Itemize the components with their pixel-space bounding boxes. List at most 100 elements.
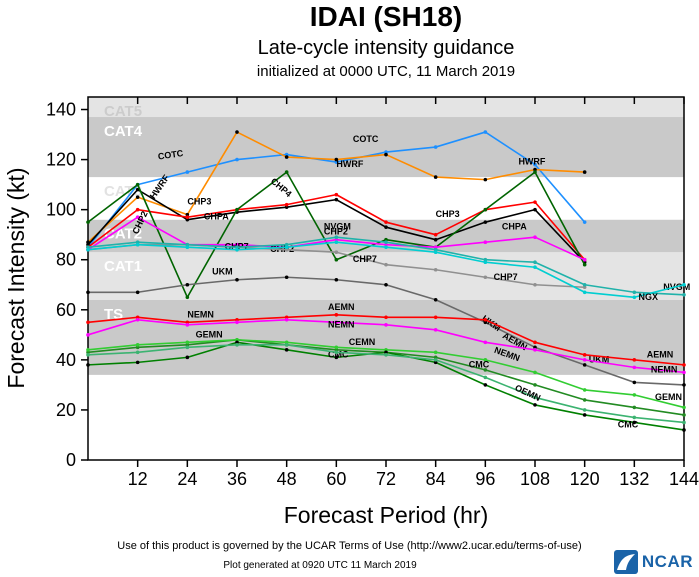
series-marker-NGX <box>582 290 587 295</box>
series-marker-OEMN <box>483 375 488 380</box>
series-marker-CHP7 <box>582 285 587 290</box>
series-marker-OEMN <box>86 353 90 357</box>
series-marker-NGX <box>483 260 488 265</box>
x-tick-label: 36 <box>227 469 247 489</box>
series-marker-NVGM <box>284 242 289 247</box>
series-marker-HWRF <box>384 152 388 157</box>
series-marker-GEMN <box>533 370 537 375</box>
series-marker-CEMN <box>582 398 587 402</box>
y-tick-label: 80 <box>56 250 76 270</box>
series-marker-NVGM <box>433 247 438 252</box>
series-marker-COTC <box>235 157 239 162</box>
series-marker-CHP4 <box>483 207 488 212</box>
series-label-HWRF: HWRF <box>336 159 363 169</box>
series-marker-CHP3 <box>334 197 339 202</box>
series-marker-AEMN <box>334 313 339 317</box>
band-label-CAT4: CAT4 <box>104 123 143 140</box>
series-marker-UKM <box>483 320 488 325</box>
series-marker-OEMN <box>682 420 686 425</box>
series-marker-AEMN <box>235 318 239 322</box>
x-tick-label: 144 <box>669 469 699 489</box>
series-marker-GEMN <box>483 358 488 362</box>
series-marker-CMC <box>235 340 239 345</box>
series-marker-AEMN <box>682 363 686 367</box>
series-marker-UKM <box>582 363 587 367</box>
series-marker-NEMN <box>284 318 289 322</box>
series-marker-HWRF <box>533 167 537 172</box>
series-marker-CMC <box>632 420 637 425</box>
series-marker-CHPA <box>334 192 339 197</box>
y-tick-label: 140 <box>46 100 76 120</box>
series-marker-COTC <box>334 160 339 164</box>
series-marker-CMC <box>483 383 488 387</box>
series-label-CMC: CMC <box>469 359 490 369</box>
series-marker-CHP3 <box>433 237 438 242</box>
series-marker-NVGM <box>86 245 90 250</box>
series-marker-NEMN <box>334 320 339 325</box>
series-marker-CEMN <box>86 350 90 355</box>
series-marker-CHP2 <box>433 245 438 250</box>
x-tick-label: 24 <box>177 469 197 489</box>
series-marker-CMC <box>384 350 388 355</box>
series-marker-CHP3 <box>533 207 537 212</box>
series-marker-COTC <box>582 220 587 224</box>
series-marker-CHP3 <box>483 220 488 224</box>
series-marker-CHP4 <box>334 257 339 262</box>
series-marker-GEMN <box>86 348 90 352</box>
series-marker-CHP2 <box>582 257 587 262</box>
band-label-CAT2: CAT2 <box>104 226 142 243</box>
series-label-CMC: CMC <box>328 349 349 359</box>
series-marker-CMC <box>433 360 438 365</box>
series-marker-HWRF <box>582 170 587 174</box>
series-marker-CMC <box>135 360 140 365</box>
y-tick-label: 100 <box>46 200 76 220</box>
series-marker-NGX <box>384 245 388 250</box>
series-marker-NVGM <box>334 235 339 239</box>
chart-subtitle: Late-cycle intensity guidance <box>257 36 515 59</box>
series-marker-CMC <box>334 355 339 360</box>
series-marker-CEMN <box>185 343 190 347</box>
series-marker-UKM <box>185 282 190 287</box>
series-marker-GEMN <box>384 348 388 352</box>
series-marker-OEMN <box>632 415 637 420</box>
series-label-NEMN: NEMN <box>651 364 678 374</box>
series-marker-UKM <box>533 345 537 350</box>
series-marker-GEMN <box>433 350 438 355</box>
x-tick-label: 48 <box>277 469 297 489</box>
series-marker-COTC <box>483 130 488 134</box>
series-label-AEMN: AEMN <box>647 349 674 359</box>
plot-frame <box>87 96 685 461</box>
series-marker-NGX <box>433 250 438 255</box>
series-marker-HWRF <box>185 212 190 217</box>
series-marker-NVGM <box>185 242 190 247</box>
series-marker-CHP2 <box>235 242 239 247</box>
series-marker-NEMN <box>632 365 637 370</box>
series-label-CHP2: CHP2 <box>324 227 348 237</box>
x-tick-label: 72 <box>376 469 396 489</box>
series-marker-NGX <box>682 282 686 287</box>
series-marker-NEMN <box>86 333 90 337</box>
band-TS <box>88 299 684 375</box>
series-marker-GEMN <box>582 388 587 392</box>
series-marker-CEMN <box>334 348 339 352</box>
series-marker-CHP3 <box>185 217 190 222</box>
x-tick-label: 120 <box>570 469 600 489</box>
series-marker-UKM <box>284 275 289 280</box>
series-marker-UKM <box>135 290 140 295</box>
series-marker-CHP4 <box>135 182 140 187</box>
series-marker-UKM <box>682 383 686 387</box>
ncar-logo-text: NCAR <box>641 552 693 571</box>
series-marker-CHP3 <box>384 225 388 229</box>
series-marker-AEMN <box>433 315 438 320</box>
series-marker-CMC <box>284 348 289 352</box>
series-marker-CHP7 <box>533 282 537 287</box>
series-marker-COTC <box>533 162 537 167</box>
y-tick-label: 20 <box>56 400 76 420</box>
plot-generated-text: Plot generated at 0920 UTC 11 March 2019 <box>223 560 417 571</box>
series-marker-NGX <box>235 247 239 252</box>
series-label-COTC: COTC <box>353 134 379 144</box>
series-marker-OEMN <box>135 350 140 355</box>
series-label-HWRF: HWRF <box>518 157 545 167</box>
series-marker-NVGM <box>533 260 537 265</box>
